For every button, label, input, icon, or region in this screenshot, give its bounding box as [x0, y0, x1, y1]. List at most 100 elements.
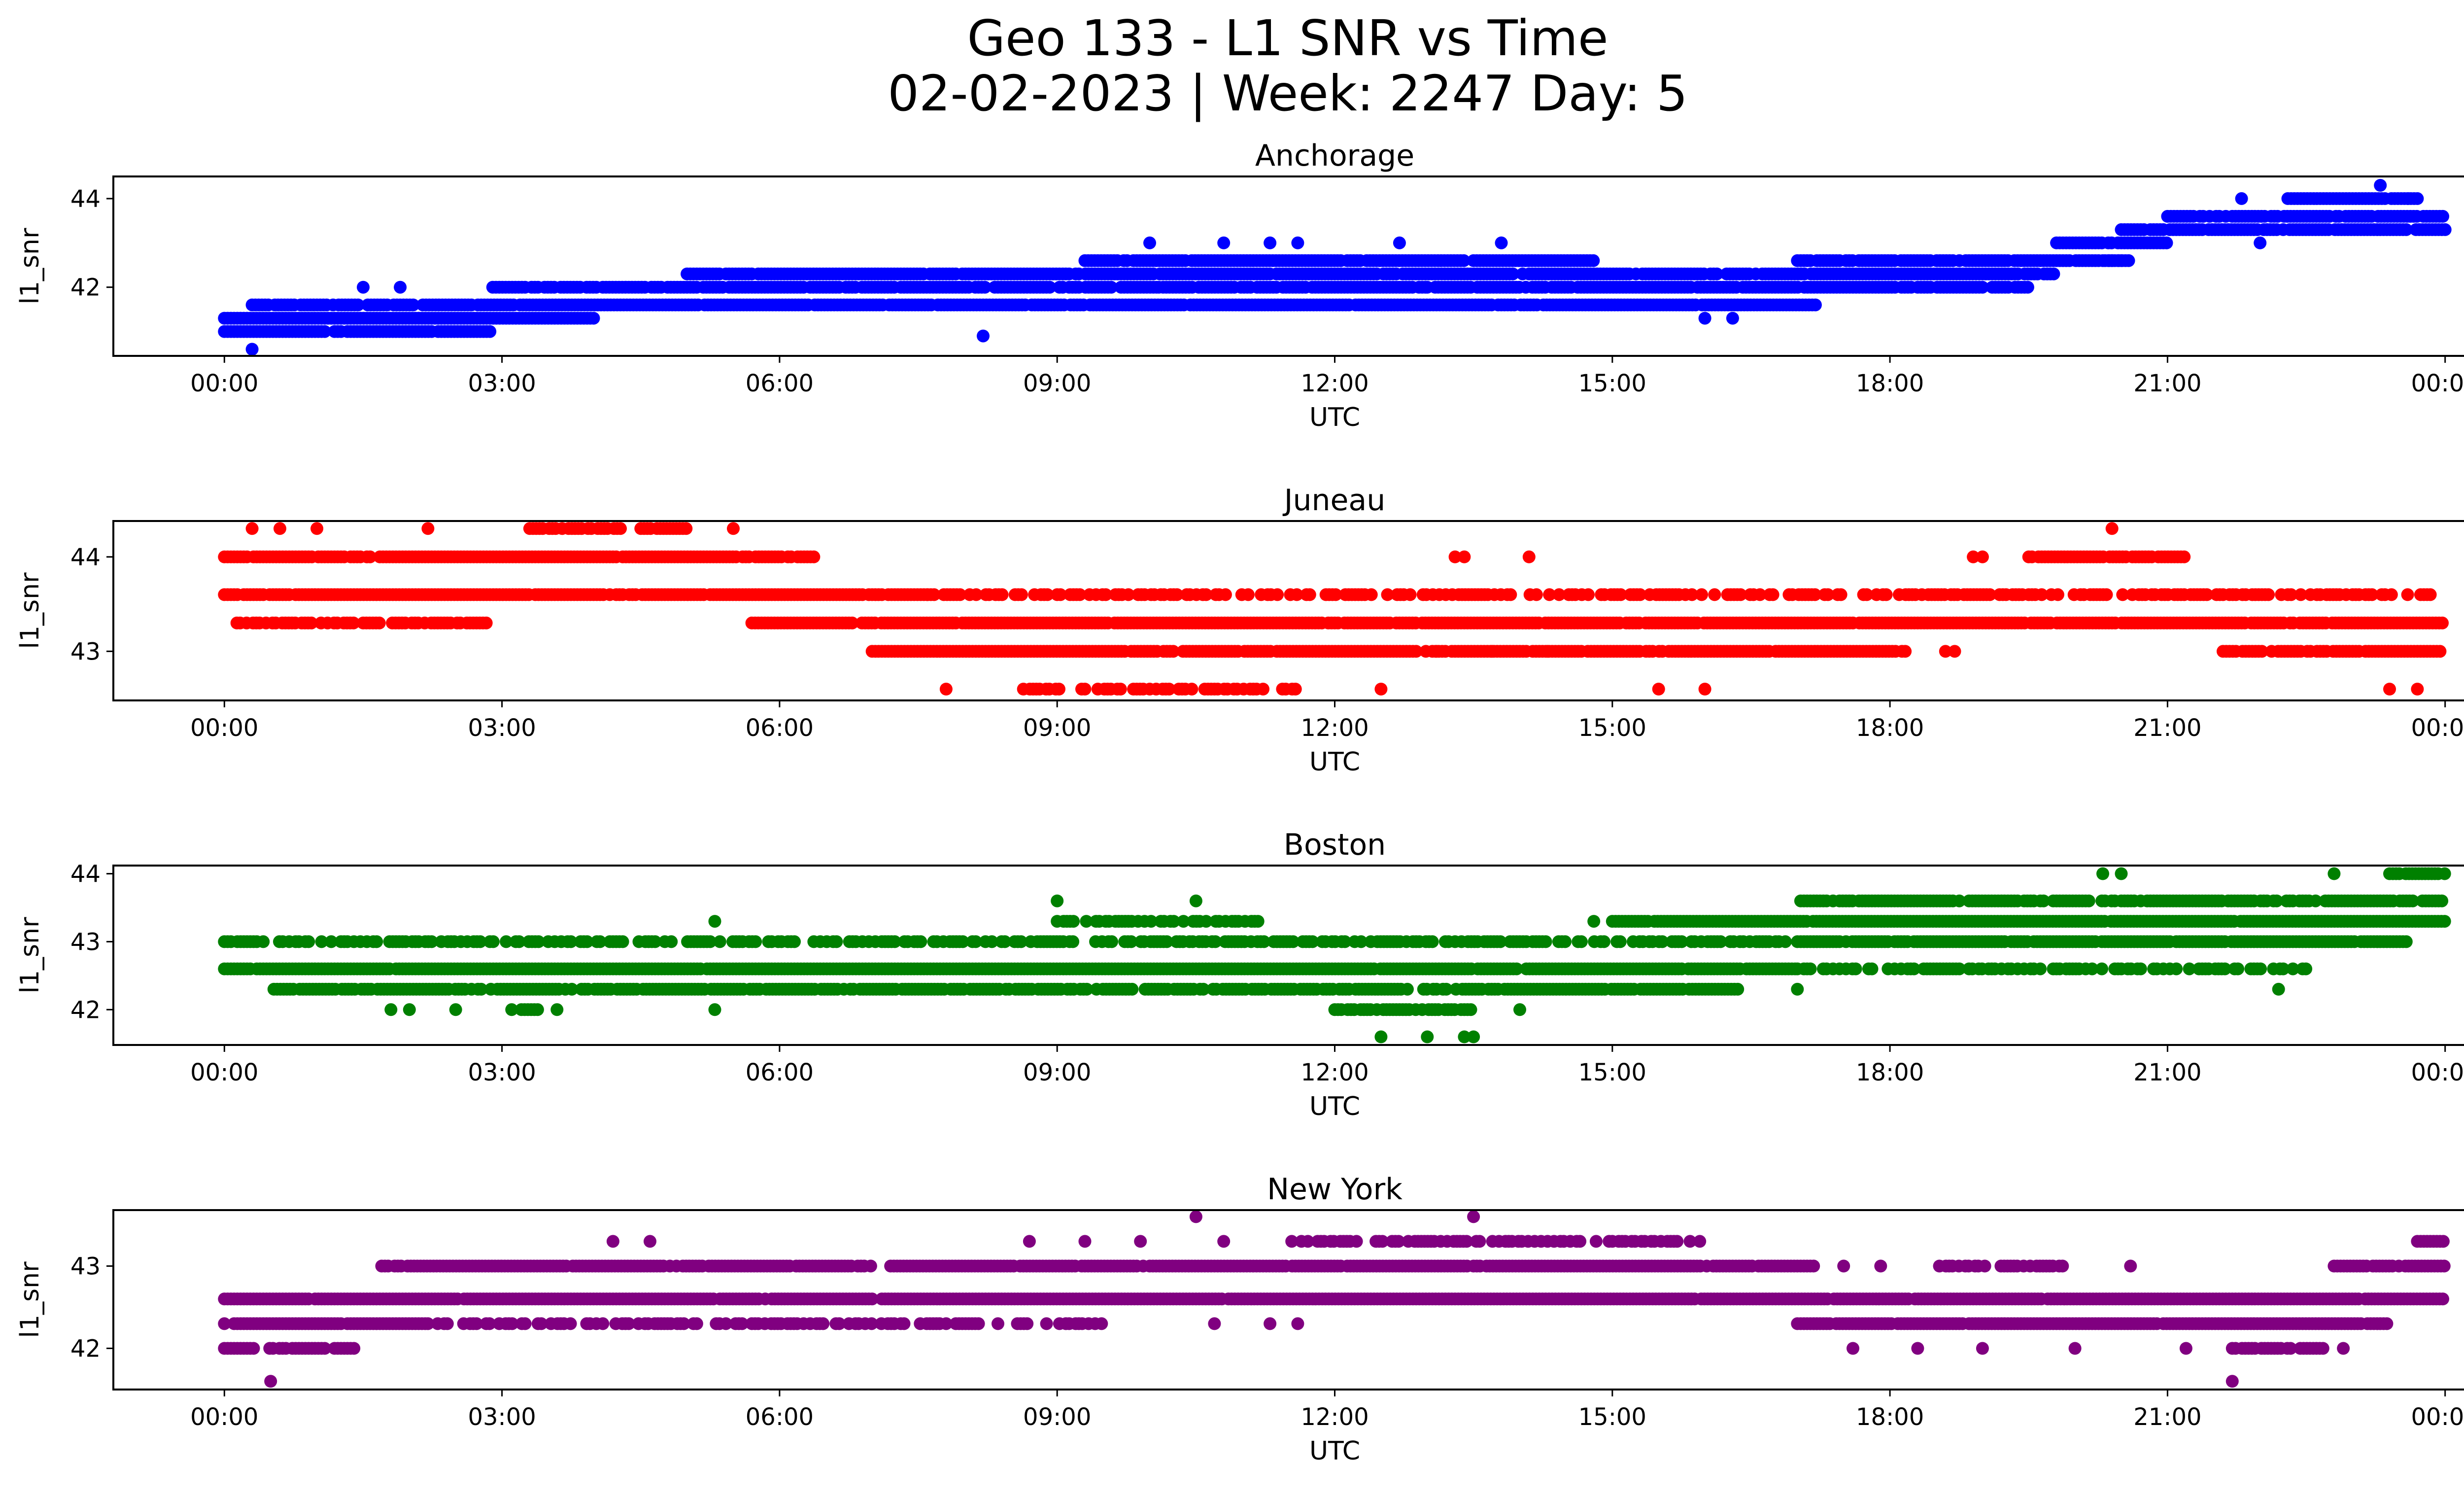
data-point [939, 683, 953, 695]
data-point [2178, 550, 2191, 563]
data-point [1264, 236, 1277, 249]
data-point [1066, 935, 1080, 948]
data-point [1766, 588, 1780, 601]
data-point [1185, 683, 1198, 695]
y-axis-label: l1_snr [15, 228, 45, 305]
data-point [1899, 645, 1912, 658]
data-point [1582, 588, 1595, 601]
x-tick-label: 12:00 [1300, 714, 1369, 742]
data-point [1731, 982, 1745, 996]
x-tick-label: 15:00 [1578, 714, 1646, 742]
data-point [2051, 588, 2064, 601]
x-axis-label: UTC [1309, 747, 1360, 777]
data-point [1597, 935, 1610, 948]
data-point [1289, 683, 1302, 695]
y-tick-label: 44 [70, 185, 101, 213]
x-tick-label: 09:00 [1023, 370, 1091, 397]
data-point [1708, 588, 1721, 601]
data-point [830, 935, 843, 948]
data-point [1421, 280, 1434, 294]
data-point [1574, 935, 1588, 948]
data-point [2105, 522, 2119, 535]
data-point [245, 343, 259, 356]
data-point [1976, 550, 1989, 563]
data-point [2047, 267, 2060, 280]
x-tick-label: 00:00 [2411, 714, 2464, 742]
x-tick-label: 21:00 [2133, 714, 2201, 742]
data-point [1711, 267, 1723, 280]
data-point [1834, 588, 1848, 601]
y-axis-label: l1_snr [15, 572, 45, 649]
x-tick-label: 12:00 [1300, 370, 1369, 397]
data-point [421, 522, 435, 535]
data-point [587, 312, 600, 325]
data-point [1303, 588, 1316, 601]
data-point [1114, 683, 1127, 695]
data-point [2100, 588, 2113, 601]
data-point [807, 550, 821, 563]
data-point [2411, 683, 2424, 695]
data-point [1219, 588, 1232, 601]
data-point [2235, 192, 2248, 205]
data-point [2424, 588, 2437, 601]
data-point [1464, 1003, 1477, 1016]
x-tick-label: 21:00 [2133, 370, 2201, 397]
data-point [1015, 588, 1028, 601]
data-point [1613, 935, 1627, 948]
data-point [1426, 935, 1439, 948]
x-tick-label: 06:00 [746, 714, 814, 742]
data-point [274, 522, 286, 535]
data-point [1495, 236, 1508, 249]
data-point [373, 616, 386, 629]
data-point [914, 935, 927, 948]
data-point [1401, 982, 1414, 996]
data-point [2401, 588, 2414, 601]
data-point [1779, 935, 1792, 948]
data-point [318, 325, 331, 338]
subplot-title: Boston [1284, 828, 1386, 862]
data-point [1541, 645, 1554, 658]
data-point [665, 935, 678, 948]
data-point [1809, 298, 1822, 312]
data-point [1698, 312, 1711, 325]
data-point [2122, 254, 2135, 267]
x-tick-label: 03:00 [468, 370, 536, 397]
data-point [1530, 588, 1543, 601]
data-point [1126, 982, 1139, 996]
data-point [2399, 223, 2413, 236]
data-point [1522, 550, 1536, 563]
data-point [614, 522, 627, 535]
data-point [1695, 588, 1708, 601]
data-point [2254, 236, 2267, 249]
data-point [1504, 588, 1517, 601]
data-point [550, 1003, 564, 1016]
data-point [2436, 209, 2449, 223]
y-tick-label: 42 [70, 274, 101, 302]
axes-frame [112, 520, 2464, 701]
x-tick-label: 18:00 [1856, 370, 1924, 397]
data-point [1539, 935, 1552, 948]
data-point [1403, 588, 1417, 601]
data-point [2433, 645, 2447, 658]
data-point [2021, 280, 2034, 294]
x-tick-label: 15:00 [1578, 370, 1646, 397]
data-point [977, 329, 990, 343]
data-point [680, 522, 693, 535]
data-point [531, 1003, 544, 1016]
data-point [1587, 254, 1600, 267]
data-point [1365, 588, 1378, 601]
data-point [2374, 179, 2387, 192]
data-point [616, 935, 629, 948]
data-point [1457, 254, 1471, 267]
data-point [1257, 683, 1269, 695]
data-point [1152, 280, 1165, 294]
data-point [2436, 616, 2449, 629]
y-tick-label: 44 [70, 544, 101, 571]
data-point [1374, 683, 1388, 695]
data-point [2262, 588, 2275, 601]
data-point [364, 550, 376, 563]
data-point [2401, 192, 2415, 205]
data-point [2438, 223, 2452, 236]
data-point [479, 616, 493, 629]
